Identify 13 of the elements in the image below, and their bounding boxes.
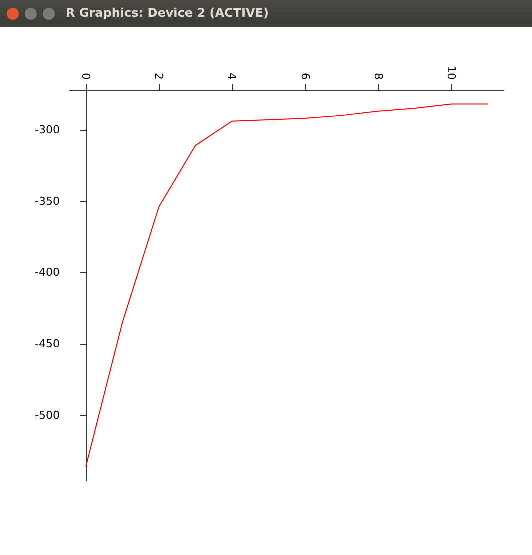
x-tick-label: 0 xyxy=(80,73,93,80)
text: R Graphics: Device 2 (ACTIVE) xyxy=(66,6,269,20)
x-tick-label: 10 xyxy=(444,66,458,80)
y-tick-label: -350 xyxy=(35,194,60,208)
line-series xyxy=(86,104,488,468)
x-tick-label: 8 xyxy=(372,73,385,80)
x-tick-label: 4 xyxy=(226,73,239,80)
y-tick-label: -400 xyxy=(35,266,60,280)
x-tick-label: 6 xyxy=(298,73,312,80)
y-tick-label: -300 xyxy=(35,123,60,136)
y-tick-label: -450 xyxy=(35,338,60,351)
y-tick-label: -500 xyxy=(35,408,60,422)
x-tick-label: 2 xyxy=(152,73,166,80)
